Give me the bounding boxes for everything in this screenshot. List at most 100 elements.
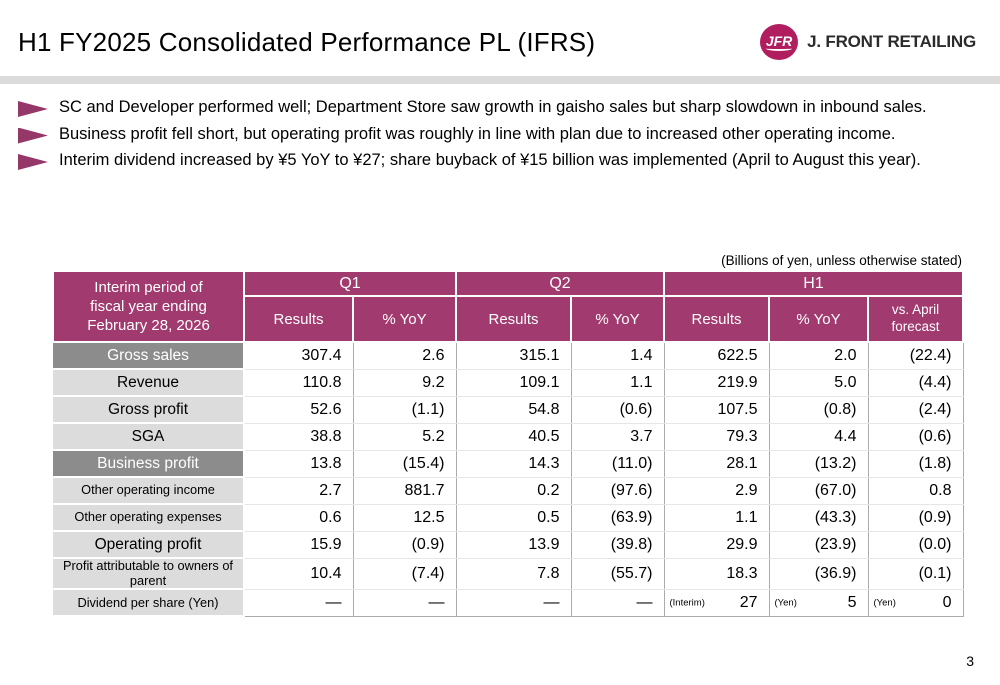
data-cell: 1.4 (570, 342, 664, 370)
row-label: Business profit (53, 449, 245, 478)
table-row: SGA 38.8 5.2 40.5 3.7 79.3 4.4 (0.6) (53, 422, 964, 451)
table-header: Interim period of fiscal year ending Feb… (52, 270, 964, 343)
data-cell: 1.1 (663, 504, 769, 532)
data-cell: — (352, 589, 456, 617)
data-cell: 10.4 (244, 558, 353, 590)
data-cell: 3.7 (570, 423, 664, 451)
data-cell: — (455, 589, 571, 617)
data-cell: (63.9) (570, 504, 664, 532)
data-cell: 2.9 (663, 477, 769, 505)
data-cell: (0.1) (867, 558, 964, 590)
jfr-logo-icon: JFR (760, 24, 799, 60)
bullet-text: Business profit fell short, but operatin… (59, 124, 896, 143)
performance-table: Interim period of fiscal year ending Feb… (52, 270, 964, 618)
data-cell: (1.1) (352, 396, 456, 424)
row-label: Gross profit (53, 395, 245, 424)
cell-value: 27 (739, 593, 758, 611)
page-number: 3 (966, 653, 974, 669)
bullet-item: SC and Developer performed well; Departm… (14, 96, 969, 120)
company-name: J. FRONT RETAILING (807, 32, 976, 51)
column-header-q2-yoy: % YoY (570, 295, 665, 343)
column-header-q1-yoy: % YoY (352, 295, 457, 343)
data-cell: 54.8 (455, 396, 571, 424)
table-row: Revenue 110.8 9.2 109.1 1.1 219.9 5.0 (4.4) (53, 368, 964, 397)
data-cell: — (244, 589, 353, 617)
table-unit-note: (Billions of yen, unless otherwise state… (721, 253, 962, 268)
table-row: Dividend per share (Yen) — — — — (Interim) 27(… (53, 588, 964, 618)
data-cell: 9.2 (352, 369, 456, 397)
row-label: Operating profit (53, 530, 245, 559)
bullet-item: Business profit fell short, but operatin… (14, 123, 969, 147)
table-row: Gross sales 307.4 2.6 315.1 1.4 622.5 2.0 (22.4… (53, 341, 964, 370)
data-cell: (Interim) 27 (663, 589, 769, 617)
bullet-text: Interim dividend increased by ¥5 YoY to … (59, 151, 921, 169)
slide-header: H1 FY2025 Consolidated Performance PL (I… (18, 24, 976, 60)
data-cell: 4.4 (768, 423, 868, 451)
data-cell: (0.6) (570, 396, 664, 424)
data-cell: (0.0) (867, 531, 964, 559)
cell-unit-prefix: (Yen) (774, 597, 797, 609)
data-cell: 307.4 (244, 342, 353, 370)
data-cell: 13.8 (244, 450, 353, 478)
data-cell: 38.8 (244, 423, 353, 451)
data-cell: 52.6 (244, 396, 353, 424)
data-cell: 13.9 (455, 531, 571, 559)
table-body: Gross sales 307.4 2.6 315.1 1.4 622.5 2.0 (22.4… (53, 341, 964, 618)
bullet-text: SC and Developer performed well; Departm… (59, 98, 927, 116)
data-cell: 0.6 (244, 504, 353, 532)
data-cell: 2.6 (352, 342, 456, 370)
data-cell: (Yen) 5 (768, 589, 868, 617)
data-cell: (22.4) (867, 342, 964, 370)
data-cell: 0.2 (455, 477, 571, 505)
data-cell: 18.3 (663, 558, 769, 590)
data-cell: 79.3 (663, 423, 769, 451)
cell-value: 5 (847, 593, 857, 611)
data-cell: (15.4) (352, 450, 456, 478)
data-cell: (43.3) (768, 504, 868, 532)
cell-unit-prefix: (Interim) (669, 597, 705, 609)
cell-value: 0 (942, 593, 952, 611)
data-cell: (55.7) (570, 558, 664, 590)
data-cell: 15.9 (244, 531, 353, 559)
title-divider-bar (0, 76, 1000, 84)
data-cell: 0.5 (455, 504, 571, 532)
data-cell: (7.4) (352, 558, 456, 590)
column-header-h1-results: Results (663, 295, 770, 343)
data-cell: (Yen) 0 (867, 589, 964, 617)
data-cell: (67.0) (768, 477, 868, 505)
data-cell: (97.6) (570, 477, 664, 505)
data-cell: 315.1 (455, 342, 571, 370)
data-cell: (0.9) (352, 531, 456, 559)
row-label: Other operating expenses (53, 503, 245, 532)
table-row: Operating profit 15.9 (0.9) 13.9 (39.8) 29.9(… (53, 530, 964, 559)
summary-bullets: SC and Developer performed well; Departm… (14, 96, 969, 176)
data-cell: 14.3 (455, 450, 571, 478)
data-cell: (23.9) (768, 531, 868, 559)
arrow-bullet-icon (18, 154, 48, 170)
data-cell: 109.1 (455, 369, 571, 397)
row-label: SGA (53, 422, 245, 451)
data-cell: 5.2 (352, 423, 456, 451)
row-label: Gross sales (53, 341, 245, 370)
column-group-q1: Q1 (243, 270, 457, 297)
data-cell: (0.8) (768, 396, 868, 424)
column-header-vs-april-forecast: vs. April forecast (867, 295, 964, 343)
arrow-bullet-icon (18, 127, 48, 144)
row-label: Other operating income (53, 476, 245, 505)
table-row: Profit attributable to owners of parent 1… (53, 556, 964, 591)
data-cell: (39.8) (570, 531, 664, 559)
table-row: Other operating income 2.7 881.7 0.2 (97.6) 2… (53, 476, 964, 505)
data-cell: 1.1 (570, 369, 664, 397)
table-row: Other operating expenses 0.6 12.5 0.5 (63.9)… (53, 503, 964, 532)
column-header-h1-yoy: % YoY (768, 295, 869, 343)
data-cell: — (570, 589, 664, 617)
data-cell: 5.0 (768, 369, 868, 397)
column-header-q1-results: Results (243, 295, 354, 343)
data-cell: 40.5 (455, 423, 571, 451)
data-cell: 219.9 (663, 369, 769, 397)
column-header-q2-results: Results (455, 295, 572, 343)
data-cell: 881.7 (352, 477, 456, 505)
column-group-q2: Q2 (455, 270, 665, 297)
jfr-logo-text: JFR (765, 33, 793, 49)
row-label: Profit attributable to owners of parent (53, 556, 245, 591)
